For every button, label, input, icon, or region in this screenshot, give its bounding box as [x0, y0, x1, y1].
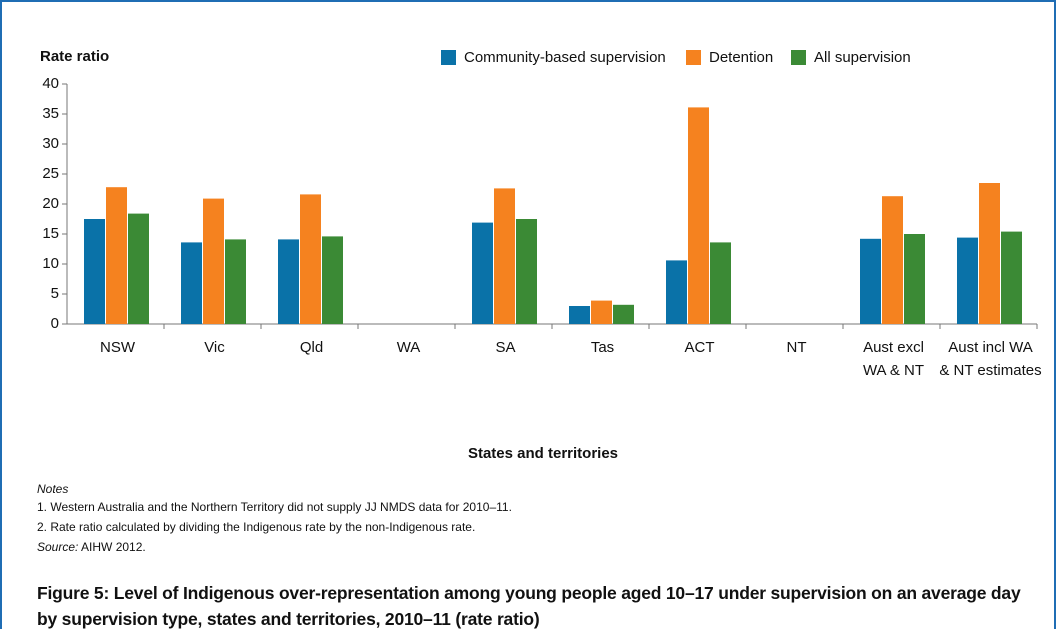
- bar: [516, 219, 537, 324]
- legend-swatch: [686, 50, 701, 65]
- bar: [979, 183, 1000, 324]
- note: 1. Western Australia and the Northern Te…: [37, 500, 512, 514]
- bar: [710, 242, 731, 324]
- x-tick-label: WA: [396, 339, 421, 356]
- x-axis-title: States and territories: [468, 445, 618, 462]
- legend-label: Community-based supervision: [464, 49, 666, 66]
- bar: [203, 198, 224, 324]
- bar: [225, 239, 246, 324]
- y-tick-label: 0: [51, 315, 59, 332]
- bar: [688, 107, 709, 325]
- y-axis-title: Rate ratio: [40, 48, 109, 65]
- y-tick-label: 20: [42, 195, 59, 212]
- bar: [300, 194, 321, 324]
- x-tick-label: ACT: [684, 339, 715, 356]
- bar: [278, 239, 299, 324]
- x-tick-label: Tas: [590, 339, 615, 356]
- legend-label: All supervision: [814, 49, 911, 66]
- bar: [904, 234, 925, 324]
- x-tick-label: NT: [786, 339, 807, 356]
- bar: [569, 306, 590, 324]
- bar: [957, 237, 978, 324]
- bar: [106, 187, 127, 324]
- y-tick-label: 35: [42, 105, 59, 122]
- bar: [613, 304, 634, 324]
- y-tick-label: 25: [42, 165, 59, 182]
- notes-title: Notes: [37, 482, 69, 496]
- bar: [494, 188, 515, 324]
- source-label: Source:: [37, 540, 79, 554]
- y-tick-label: 40: [42, 75, 59, 92]
- y-tick-label: 30: [42, 135, 59, 152]
- bar: [84, 219, 105, 324]
- x-tick-label: Aust excl WA & NT: [862, 339, 925, 379]
- bar: [472, 222, 493, 324]
- bar: [882, 196, 903, 324]
- x-tick-label: Aust incl WA & NT estimates: [939, 339, 1042, 379]
- bar: [181, 242, 202, 324]
- legend-swatch: [791, 50, 806, 65]
- chart: Rate ratio States and territories 0 5 10 15…: [40, 48, 1038, 462]
- bar: [666, 260, 687, 324]
- x-tick-label: NSW: [100, 339, 135, 356]
- y-tick-label: 10: [42, 255, 59, 272]
- bar: [1001, 231, 1022, 324]
- source-text: AIHW 2012.: [81, 540, 146, 554]
- x-tick-label: Vic: [204, 339, 225, 356]
- y-tick-label: 15: [42, 225, 59, 242]
- note: 2. Rate ratio calculated by dividing the…: [37, 520, 476, 534]
- x-tick-label: SA: [495, 339, 516, 356]
- legend-label: Detention: [709, 49, 773, 66]
- y-tick-label: 5: [51, 285, 59, 302]
- bar: [128, 213, 149, 324]
- bar: [322, 236, 343, 324]
- x-tick-label: Qld: [299, 339, 324, 356]
- bar: [591, 300, 612, 324]
- legend-swatch: [441, 50, 456, 65]
- bar: [860, 238, 881, 324]
- caption: Figure 5: Level of Indigenous over-repre…: [37, 583, 1021, 629]
- source: Source: AIHW 2012.: [37, 540, 146, 554]
